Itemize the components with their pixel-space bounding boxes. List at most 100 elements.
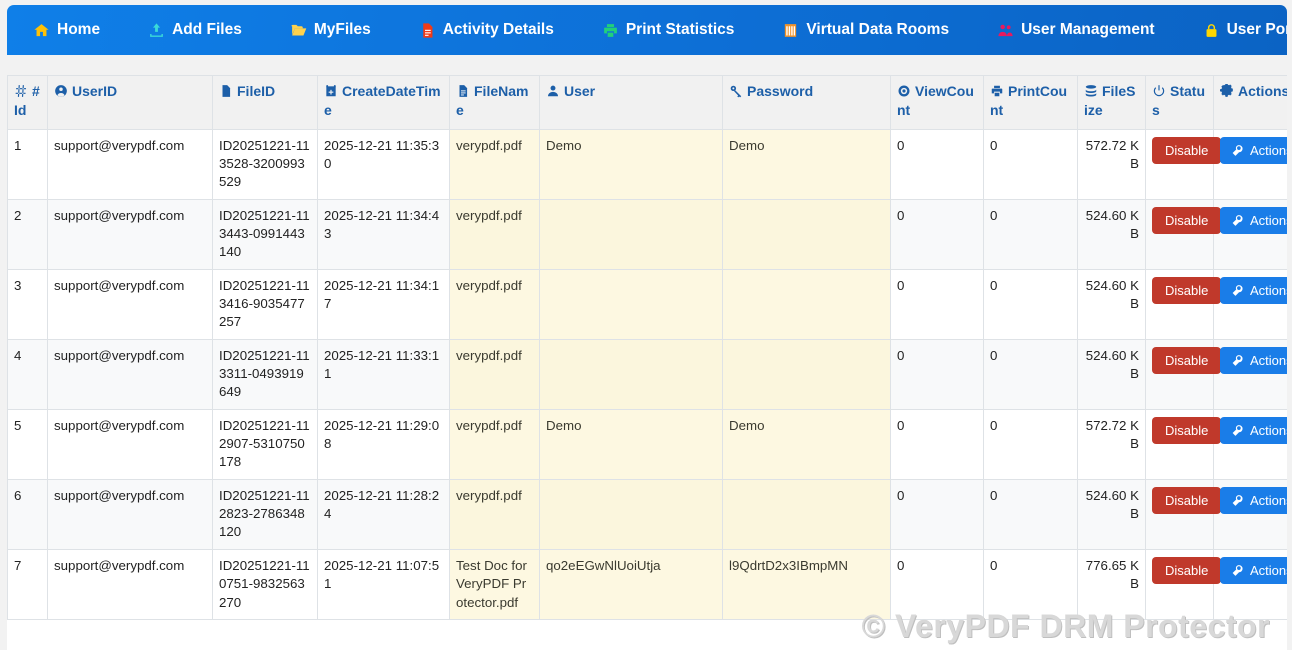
cell-printcount: 0 <box>983 408 1078 480</box>
table-row[interactable]: 4 support@verypdf.com ID20251221-113311-04… <box>7 338 1287 410</box>
column-header-password[interactable]: Password <box>722 75 891 130</box>
cell-status: Disable <box>1145 408 1222 480</box>
table-row[interactable]: 1 support@verypdf.com ID20251221-113528-32… <box>7 128 1287 200</box>
cell-filename: verypdf.pdf <box>449 408 540 480</box>
nav-item-user-management[interactable]: User Management <box>997 22 1155 39</box>
files-table-container[interactable]: # Id UserID FileID CreateDateTime FileName Us… <box>7 75 1287 650</box>
column-header-label: # Id <box>14 83 40 119</box>
column-header-fileid[interactable]: FileID <box>212 75 318 130</box>
wrench-icon <box>1231 494 1244 507</box>
cell-fileid: ID20251221-113528-3200993529 <box>212 128 318 200</box>
cell-viewcount: 0 <box>890 338 984 410</box>
cell-userid: support@verypdf.com <box>47 268 213 340</box>
column-header-filename[interactable]: FileName <box>449 75 540 130</box>
table-row[interactable]: 5 support@verypdf.com ID20251221-112907-53… <box>7 408 1287 480</box>
disable-button[interactable]: Disable <box>1152 556 1222 584</box>
table-header: # Id UserID FileID CreateDateTime FileName Us… <box>7 75 1287 130</box>
column-header-viewcount[interactable]: ViewCount <box>890 75 984 130</box>
disable-button[interactable]: Disable <box>1152 486 1222 514</box>
table-row[interactable]: 6 support@verypdf.com ID20251221-112823-27… <box>7 478 1287 550</box>
disable-button[interactable]: Disable <box>1152 276 1222 304</box>
column-header-label: User <box>564 83 596 99</box>
column-header-user[interactable]: User <box>539 75 723 130</box>
home-icon <box>33 22 50 39</box>
actions-button-label: Actions <box>1250 142 1287 158</box>
table-row[interactable]: 3 support@verypdf.com ID20251221-113416-90… <box>7 268 1287 340</box>
column-header-filesize[interactable]: FileSize <box>1077 75 1146 130</box>
cell-filesize: 524.60 KB <box>1077 198 1146 270</box>
cell-viewcount: 0 <box>890 478 984 550</box>
column-header-label: CreateDateTime <box>324 83 441 119</box>
nav-item-user-portal-login[interactable]: User Portal Login <box>1203 22 1287 39</box>
actions-dropdown-button[interactable]: Actions <box>1220 206 1287 234</box>
cell-password <box>722 268 891 340</box>
cell-userid: support@verypdf.com <box>47 128 213 200</box>
cell-viewcount: 0 <box>890 128 984 200</box>
cell-filename: verypdf.pdf <box>449 478 540 550</box>
cell-status: Disable <box>1145 128 1222 200</box>
nav-item-activity-details[interactable]: Activity Details <box>419 22 554 39</box>
cell-id: 4 <box>7 338 48 410</box>
cell-id: 2 <box>7 198 48 270</box>
nav-item-virtual-data-rooms[interactable]: Virtual Data Rooms <box>782 22 949 39</box>
cell-actions: Actions <box>1213 198 1287 270</box>
users-group-icon <box>997 22 1014 39</box>
files-table: # Id UserID FileID CreateDateTime FileName Us… <box>7 75 1287 620</box>
column-header-label: ViewCount <box>897 83 974 119</box>
cell-filesize: 524.60 KB <box>1077 268 1146 340</box>
column-header-userid[interactable]: UserID <box>47 75 213 130</box>
actions-dropdown-button[interactable]: Actions <box>1220 486 1287 514</box>
hash-icon <box>14 84 28 98</box>
cell-fileid: ID20251221-112907-5310750178 <box>212 408 318 480</box>
table-row[interactable]: 2 support@verypdf.com ID20251221-113443-09… <box>7 198 1287 270</box>
cell-password <box>722 478 891 550</box>
cell-status: Disable <box>1145 548 1222 620</box>
actions-dropdown-button[interactable]: Actions <box>1220 346 1287 374</box>
actions-dropdown-button[interactable]: Actions <box>1220 136 1287 164</box>
nav-item-label: Home <box>57 21 101 39</box>
wrench-icon <box>1231 354 1244 367</box>
nav-item-print-statistics[interactable]: Print Statistics <box>602 22 734 39</box>
actions-button-label: Actions <box>1250 212 1287 228</box>
cell-fileid: ID20251221-110751-9832563270 <box>212 548 318 620</box>
table-body: 1 support@verypdf.com ID20251221-113528-32… <box>7 128 1287 620</box>
column-header-status[interactable]: Status <box>1145 75 1214 130</box>
nav-item-myfiles[interactable]: MyFiles <box>290 22 371 39</box>
cell-password: l9QdrtD2x3IBmpMN <box>722 548 891 620</box>
disable-button[interactable]: Disable <box>1152 206 1222 234</box>
file-icon <box>219 84 233 98</box>
cell-actions: Actions <box>1213 128 1287 200</box>
printer-icon <box>602 22 619 39</box>
actions-button-label: Actions <box>1250 422 1287 438</box>
column-header-actions[interactable]: Actions <box>1213 75 1287 130</box>
cell-viewcount: 0 <box>890 408 984 480</box>
column-header-created[interactable]: CreateDateTime <box>317 75 450 130</box>
disable-button[interactable]: Disable <box>1152 416 1222 444</box>
cell-userid: support@verypdf.com <box>47 548 213 620</box>
nav-item-label: User Portal Login <box>1226 21 1287 39</box>
cell-fileid: ID20251221-113416-9035477257 <box>212 268 318 340</box>
actions-button-label: Actions <box>1250 492 1287 508</box>
cell-created: 2025-12-21 11:34:17 <box>317 268 450 340</box>
disable-button[interactable]: Disable <box>1152 136 1222 164</box>
nav-item-home[interactable]: Home <box>33 22 100 39</box>
actions-dropdown-button[interactable]: Actions <box>1220 416 1287 444</box>
table-row[interactable]: 7 support@verypdf.com ID20251221-110751-98… <box>7 548 1287 620</box>
cell-id: 1 <box>7 128 48 200</box>
actions-dropdown-button[interactable]: Actions <box>1220 556 1287 584</box>
cell-userid: support@verypdf.com <box>47 198 213 270</box>
cell-filesize: 524.60 KB <box>1077 338 1146 410</box>
cell-actions: Actions <box>1213 478 1287 550</box>
actions-button-label: Actions <box>1250 352 1287 368</box>
cell-actions: Actions <box>1213 408 1287 480</box>
actions-dropdown-button[interactable]: Actions <box>1220 276 1287 304</box>
column-header-printcount[interactable]: PrintCount <box>983 75 1078 130</box>
nav-item-add-files[interactable]: Add Files <box>148 22 242 39</box>
cell-filesize: 572.72 KB <box>1077 408 1146 480</box>
folder-open-icon <box>290 22 307 39</box>
cell-id: 6 <box>7 478 48 550</box>
column-header-id[interactable]: # Id <box>7 75 48 130</box>
disable-button[interactable]: Disable <box>1152 346 1222 374</box>
cell-filename: verypdf.pdf <box>449 338 540 410</box>
cell-viewcount: 0 <box>890 268 984 340</box>
